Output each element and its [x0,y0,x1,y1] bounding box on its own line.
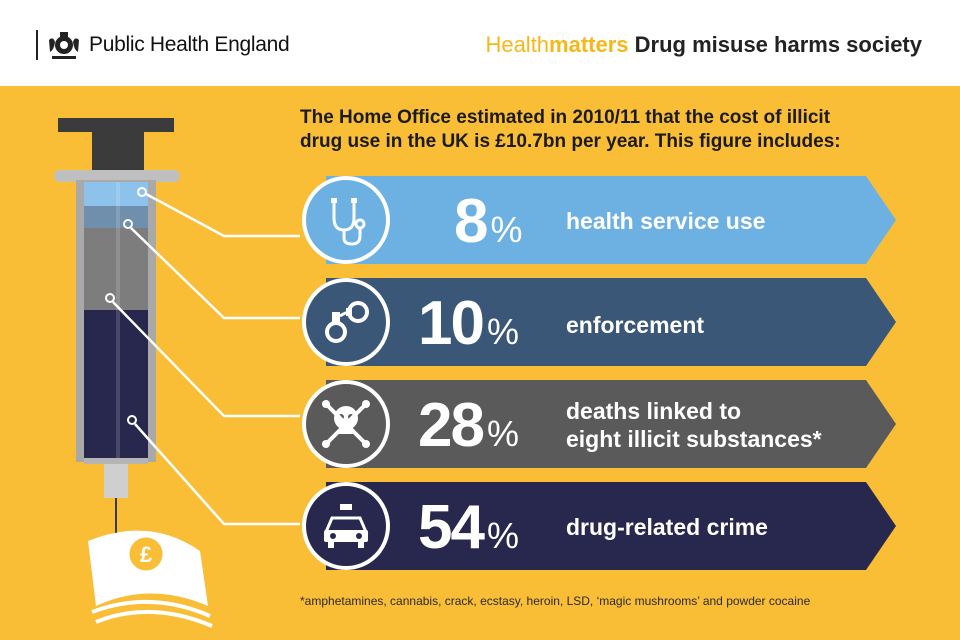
svg-text:£: £ [140,542,153,567]
arrow-banner [326,176,896,264]
cost-label-line-1: deaths linked to [566,398,742,424]
percentage-value: 8% [454,186,523,256]
arrow-banner [326,380,896,468]
value-number: 8 [454,187,489,256]
value-number: 28 [418,391,485,460]
value-number: 54 [418,493,485,562]
arrow-banner [326,278,896,366]
campaign-title: Healthmatters Drug misuse harms society [485,32,922,58]
value-unit: % [486,413,519,454]
arrow-banner [326,482,896,570]
brand-health: Health [485,32,550,57]
cost-item-enforcement: 10% enforcement [302,278,926,366]
cost-item-crime: 54% drug-related crime [302,482,926,570]
organisation-name: Public Health England [89,33,290,56]
percentage-value: 54% [418,492,519,562]
cost-item-deaths: 28% deaths linked to eight illicit subst… [302,380,926,468]
cost-item-health: 8% health service use [302,176,926,264]
percentage-value: 10% [418,288,519,358]
value-unit: % [486,515,519,556]
cost-label-line-2: eight illicit substances* [566,425,822,452]
handcuffs-icon [302,278,390,366]
logo-divider [36,30,38,60]
header: Public Health England Healthmatters Drug… [0,0,960,86]
cost-label: deaths linked to eight illicit substance… [566,398,822,453]
stethoscope-icon [302,176,390,264]
cost-label: drug-related crime [566,514,768,540]
value-unit: % [486,311,519,352]
brand-matters: matters [549,32,629,57]
police-car-icon [302,482,390,570]
skull-crossbones-icon [302,380,390,468]
intro-text: The Home Office estimated in 2010/11 tha… [300,107,841,153]
page-title: Drug misuse harms society [634,32,922,57]
royal-crest-icon [49,32,79,59]
percentage-value: 28% [418,390,519,460]
cost-label: enforcement [566,312,705,338]
value-number: 10 [418,289,485,358]
footnote: *amphetamines, cannabis, crack, ecstasy,… [300,594,811,608]
value-unit: % [490,209,523,250]
cost-label: health service use [566,208,766,234]
syringe-illustration: £ [54,118,300,628]
